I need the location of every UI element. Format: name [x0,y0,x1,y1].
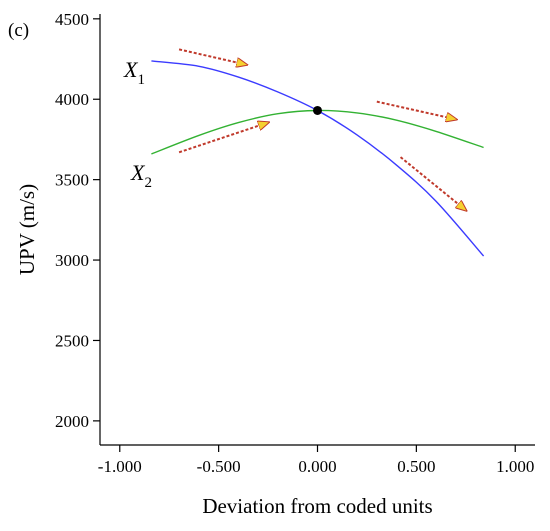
x-tick-label: -1.000 [98,457,142,476]
x-tick-label: 0.500 [397,457,435,476]
y-tick-label: 4500 [55,10,89,29]
x-tick-label: -0.500 [197,457,241,476]
series-label-subscript: 1 [137,72,145,88]
center-point-group [313,105,322,115]
center-point [313,105,322,115]
direction-arrows [178,48,466,210]
series-label-2: X2 [130,160,152,191]
y-axis-title: UPV (m/s) [15,184,39,275]
y-tick-label: 2500 [55,331,89,350]
y-tick-label: 4000 [55,90,89,109]
series-labels: X1 X2 [123,57,152,191]
x-axis-ticks: -1.000 -0.500 0.000 0.500 1.000 [98,445,534,476]
series-line-2 [151,109,484,155]
x-tick-label: 1.000 [496,457,534,476]
axes [99,14,535,446]
y-tick-label: 3000 [55,251,89,270]
series-line-1 [151,60,485,257]
series-lines [151,60,485,257]
direction-arrow [399,156,466,210]
direction-arrow [178,123,268,154]
direction-arrow [376,100,456,120]
x-tick-label: 0.000 [298,457,336,476]
series-label-subscript: 2 [144,175,152,191]
x-axis-title: Deviation from coded units [202,494,432,518]
panel-label: (c) [8,20,29,41]
direction-arrow [178,48,246,64]
series-label-1: X1 [123,57,145,88]
y-axis-ticks: 2000 2500 3000 3500 4000 4500 [55,10,100,431]
y-tick-label: 3500 [55,171,89,190]
y-tick-label: 2000 [55,412,89,431]
